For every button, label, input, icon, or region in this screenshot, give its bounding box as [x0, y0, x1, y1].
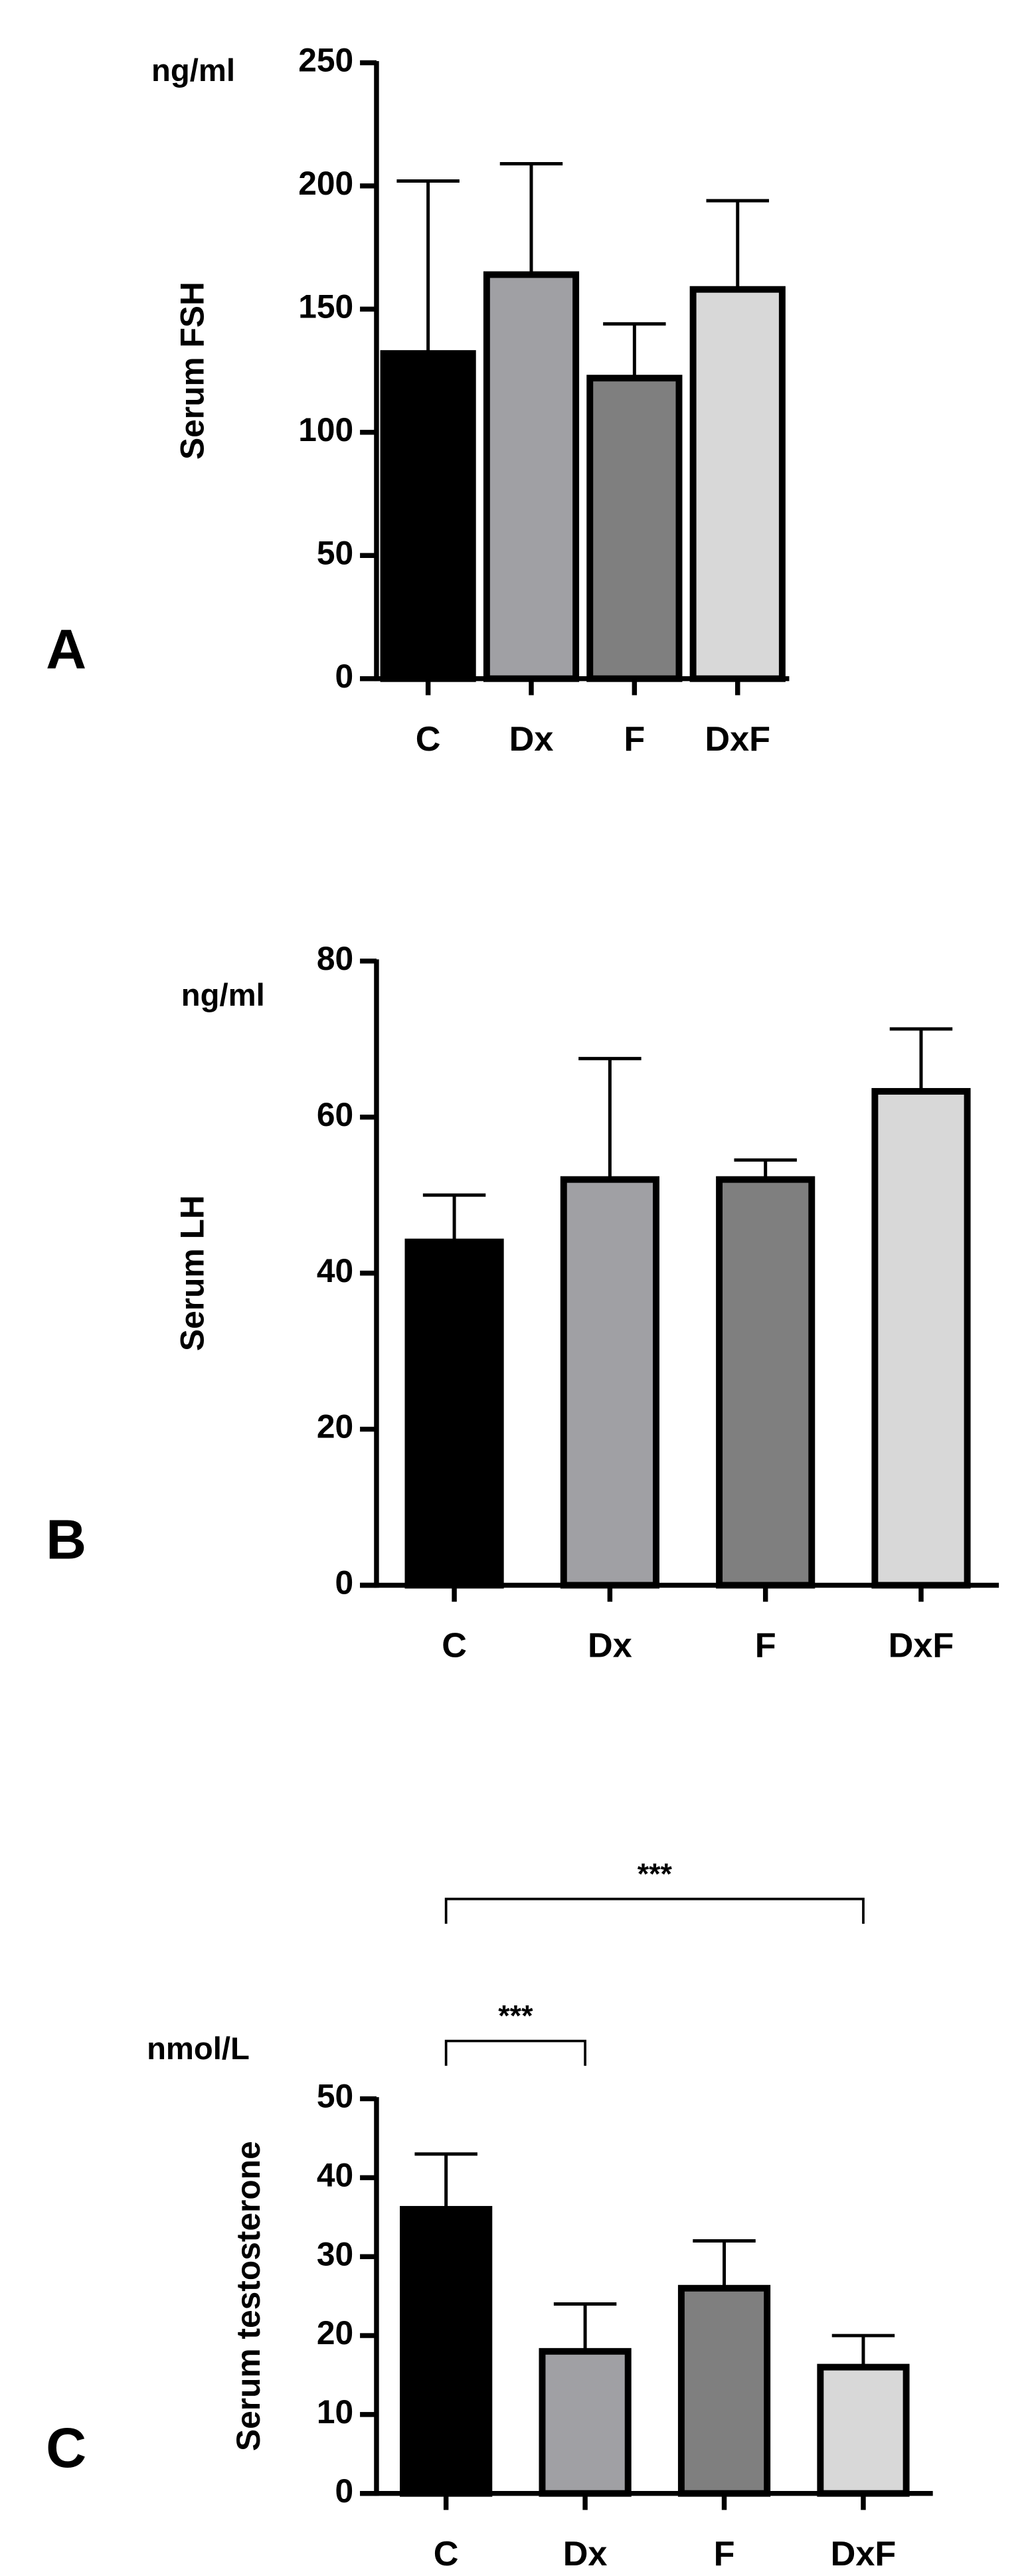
- significance-label: ***: [638, 1857, 673, 1890]
- unit-label: ng/ml: [151, 53, 235, 88]
- x-tick-label: F: [755, 1627, 776, 1665]
- x-tick-label: Dx: [588, 1627, 632, 1665]
- bar: [400, 2205, 493, 2497]
- y-axis-label: Serum LH: [174, 1195, 211, 1351]
- y-tick-label: 0: [335, 2472, 353, 2510]
- y-axis-label: Serum FSH: [174, 282, 211, 460]
- y-tick-label: 0: [335, 658, 353, 695]
- y-tick-label: 20: [317, 1408, 353, 1445]
- bar: [817, 2363, 910, 2497]
- y-tick-label: 10: [317, 2393, 353, 2431]
- panel-label: C: [46, 2416, 86, 2479]
- y-tick-label: 150: [298, 288, 353, 325]
- y-tick-label: 0: [335, 1564, 353, 1602]
- x-tick-label: C: [434, 2535, 459, 2573]
- x-tick-label: Dx: [509, 720, 554, 759]
- unit-label: nmol/L: [147, 2031, 250, 2067]
- unit-label: ng/ml: [181, 978, 265, 1013]
- y-tick-label: 20: [317, 2314, 353, 2351]
- y-tick-label: 60: [317, 1096, 353, 1133]
- bar: [871, 1087, 971, 1589]
- x-tick-label: DxF: [705, 720, 770, 759]
- x-tick-label: DxF: [831, 2535, 897, 2573]
- x-tick-label: F: [624, 720, 645, 759]
- y-axis-label: Serum testosterone: [230, 2141, 267, 2451]
- y-tick-label: 50: [317, 534, 353, 571]
- bar: [483, 271, 580, 682]
- x-tick-label: DxF: [889, 1627, 954, 1665]
- x-tick-label: C: [442, 1627, 467, 1665]
- y-tick-label: 40: [317, 2157, 353, 2194]
- y-tick-label: 80: [317, 940, 353, 977]
- panel-label: B: [46, 1508, 86, 1571]
- y-tick-label: 50: [317, 2078, 353, 2115]
- y-tick-label: 200: [298, 165, 353, 202]
- y-tick-label: 40: [317, 1252, 353, 1289]
- panel-label: A: [46, 618, 86, 681]
- significance-bracket: [444, 2039, 586, 2066]
- x-tick-label: F: [714, 2535, 735, 2573]
- bar: [560, 1176, 659, 1589]
- x-tick-label: Dx: [563, 2535, 608, 2573]
- bar: [689, 286, 786, 682]
- bar: [380, 350, 476, 682]
- significance-bracket: [444, 1897, 865, 1924]
- bar: [716, 1176, 816, 1589]
- y-tick-label: 100: [298, 411, 353, 448]
- bar: [586, 375, 683, 682]
- y-tick-label: 250: [298, 42, 353, 79]
- significance-label: ***: [498, 1999, 533, 2033]
- bar: [677, 2284, 771, 2497]
- y-tick-label: 30: [317, 2235, 353, 2272]
- x-tick-label: C: [416, 720, 441, 759]
- bar: [539, 2347, 632, 2497]
- bar: [404, 1238, 504, 1589]
